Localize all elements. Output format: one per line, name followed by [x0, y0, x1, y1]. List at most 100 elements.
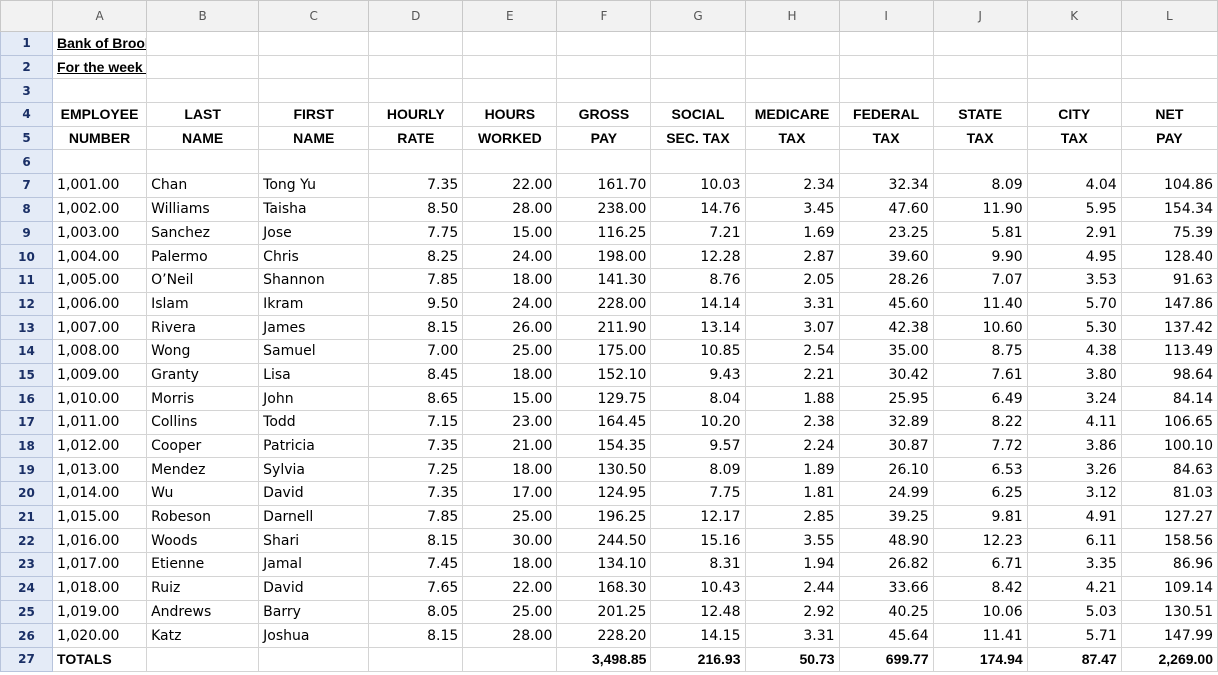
cell-c4[interactable]: FIRST: [258, 102, 370, 127]
cell-f18[interactable]: 154.35: [556, 433, 652, 459]
cell-c22[interactable]: Shari: [258, 528, 370, 554]
cell-e15[interactable]: 18.00: [462, 362, 558, 388]
row-header[interactable]: 15: [0, 362, 54, 388]
cell-a20[interactable]: 1,014.00: [52, 481, 148, 506]
cell-i7[interactable]: 32.34: [838, 173, 934, 198]
cell-f27[interactable]: 3,498.85: [556, 646, 652, 672]
cell-i15[interactable]: 30.42: [838, 362, 934, 388]
cell-d24[interactable]: 7.65: [368, 575, 464, 601]
cell-f25[interactable]: 201.25: [556, 599, 652, 625]
row-header[interactable]: 25: [0, 599, 54, 625]
row-header[interactable]: 6: [0, 149, 54, 175]
cell-d27[interactable]: [368, 646, 464, 672]
cell-f23[interactable]: 134.10: [556, 552, 652, 577]
cell-i4[interactable]: FEDERAL: [838, 102, 934, 127]
cell-g8[interactable]: 14.76: [650, 196, 746, 222]
cell-f15[interactable]: 152.10: [556, 362, 652, 388]
cell-i19[interactable]: 26.10: [838, 457, 934, 483]
cell-k12[interactable]: 5.70: [1026, 291, 1122, 317]
cell-a5[interactable]: NUMBER: [52, 125, 148, 151]
cell-k1[interactable]: [1026, 31, 1122, 56]
cell-l18[interactable]: 100.10: [1120, 433, 1218, 459]
cell-h12[interactable]: 3.31: [744, 291, 840, 317]
cell-g14[interactable]: 10.85: [650, 338, 746, 364]
cell-a26[interactable]: 1,020.00: [52, 623, 148, 648]
cell-d19[interactable]: 7.25: [368, 457, 464, 483]
row-header[interactable]: 13: [0, 315, 54, 340]
row-header[interactable]: 14: [0, 338, 54, 364]
row-header[interactable]: 26: [0, 623, 54, 648]
cell-j9[interactable]: 5.81: [932, 220, 1028, 246]
cell-g21[interactable]: 12.17: [650, 504, 746, 530]
cell-i26[interactable]: 45.64: [838, 623, 934, 648]
cell-k16[interactable]: 3.24: [1026, 386, 1122, 411]
cell-d2[interactable]: [368, 54, 464, 80]
cell-h17[interactable]: 2.38: [744, 410, 840, 435]
cell-k21[interactable]: 4.91: [1026, 504, 1122, 530]
column-header-f[interactable]: F: [556, 0, 652, 32]
cell-j23[interactable]: 6.71: [932, 552, 1028, 577]
cell-h23[interactable]: 1.94: [744, 552, 840, 577]
cell-b4[interactable]: LAST: [146, 102, 260, 127]
cell-d26[interactable]: 8.15: [368, 623, 464, 648]
cell-d3[interactable]: [368, 78, 464, 104]
column-header-k[interactable]: K: [1026, 0, 1122, 32]
cell-e17[interactable]: 23.00: [462, 410, 558, 435]
cell-e24[interactable]: 22.00: [462, 575, 558, 601]
cell-d9[interactable]: 7.75: [368, 220, 464, 246]
cell-f9[interactable]: 116.25: [556, 220, 652, 246]
cell-e8[interactable]: 28.00: [462, 196, 558, 222]
cell-h18[interactable]: 2.24: [744, 433, 840, 459]
row-header[interactable]: 27: [0, 646, 54, 672]
cell-h10[interactable]: 2.87: [744, 244, 840, 269]
cell-i27[interactable]: 699.77: [838, 646, 934, 672]
row-header[interactable]: 7: [0, 173, 54, 198]
cell-j20[interactable]: 6.25: [932, 481, 1028, 506]
cell-j6[interactable]: [932, 149, 1028, 175]
cell-g9[interactable]: 7.21: [650, 220, 746, 246]
cell-a2[interactable]: For the week ended July 7, 2018: [52, 54, 148, 80]
row-header[interactable]: 23: [0, 552, 54, 577]
cell-l12[interactable]: 147.86: [1120, 291, 1218, 317]
cell-e14[interactable]: 25.00: [462, 338, 558, 364]
cell-e25[interactable]: 25.00: [462, 599, 558, 625]
column-header-d[interactable]: D: [368, 0, 464, 32]
cell-e11[interactable]: 18.00: [462, 267, 558, 293]
cell-e7[interactable]: 22.00: [462, 173, 558, 198]
cell-g16[interactable]: 8.04: [650, 386, 746, 411]
cell-l22[interactable]: 158.56: [1120, 528, 1218, 554]
cell-b17[interactable]: Collins: [146, 410, 260, 435]
cell-d18[interactable]: 7.35: [368, 433, 464, 459]
row-header[interactable]: 2: [0, 54, 54, 80]
row-header[interactable]: 8: [0, 196, 54, 222]
cell-d25[interactable]: 8.05: [368, 599, 464, 625]
cell-e5[interactable]: WORKED: [462, 125, 558, 151]
cell-h5[interactable]: TAX: [744, 125, 840, 151]
cell-k14[interactable]: 4.38: [1026, 338, 1122, 364]
cell-a14[interactable]: 1,008.00: [52, 338, 148, 364]
cell-j2[interactable]: [932, 54, 1028, 80]
cell-l19[interactable]: 84.63: [1120, 457, 1218, 483]
cell-g3[interactable]: [650, 78, 746, 104]
cell-l9[interactable]: 75.39: [1120, 220, 1218, 246]
cell-h4[interactable]: MEDICARE: [744, 102, 840, 127]
cell-l15[interactable]: 98.64: [1120, 362, 1218, 388]
cell-g12[interactable]: 14.14: [650, 291, 746, 317]
cell-b22[interactable]: Woods: [146, 528, 260, 554]
cell-e1[interactable]: [462, 31, 558, 56]
cell-h27[interactable]: 50.73: [744, 646, 840, 672]
cell-h7[interactable]: 2.34: [744, 173, 840, 198]
cell-b20[interactable]: Wu: [146, 481, 260, 506]
cell-b13[interactable]: Rivera: [146, 315, 260, 340]
cell-c13[interactable]: James: [258, 315, 370, 340]
cell-b16[interactable]: Morris: [146, 386, 260, 411]
cell-h24[interactable]: 2.44: [744, 575, 840, 601]
cell-d6[interactable]: [368, 149, 464, 175]
cell-k24[interactable]: 4.21: [1026, 575, 1122, 601]
cell-c23[interactable]: Jamal: [258, 552, 370, 577]
column-header-c[interactable]: C: [258, 0, 370, 32]
cell-j22[interactable]: 12.23: [932, 528, 1028, 554]
cell-l26[interactable]: 147.99: [1120, 623, 1218, 648]
cell-d4[interactable]: HOURLY: [368, 102, 464, 127]
cell-d12[interactable]: 9.50: [368, 291, 464, 317]
